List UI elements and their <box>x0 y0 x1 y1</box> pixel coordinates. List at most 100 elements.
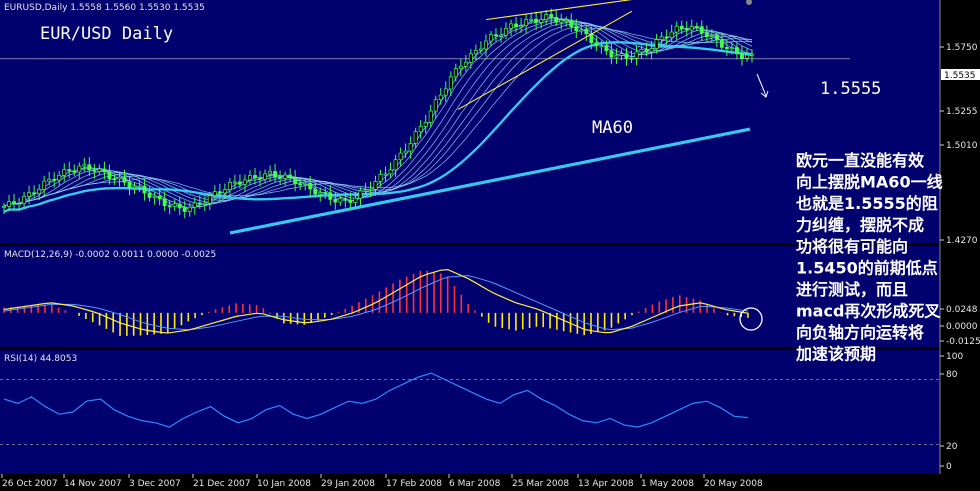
candle-body <box>278 176 283 179</box>
y-tick-label: -0.0125 <box>946 337 980 347</box>
candle-body <box>659 36 664 40</box>
candle-body <box>207 195 212 204</box>
ma60-line <box>3 41 753 214</box>
candle-body <box>67 169 72 172</box>
ma-line <box>3 24 753 207</box>
candle-body <box>343 198 348 201</box>
candle-body <box>353 197 358 203</box>
note-line: 向上摆脱MA60一线 <box>796 173 943 192</box>
x-tick-label: 10 Jan 2008 <box>257 479 311 489</box>
price-tag-text: 1.5535 <box>944 71 976 81</box>
candle-body <box>554 16 559 23</box>
level-label: 1.5555 <box>820 79 881 99</box>
candle-body <box>62 169 67 176</box>
macd-panel[interactable] <box>0 246 940 347</box>
candle-body <box>750 53 754 56</box>
crossover-circle <box>739 307 763 331</box>
note-line: 欧元一直没能有效 <box>796 151 924 170</box>
x-tick-label: 17 Feb 2008 <box>386 479 442 489</box>
candle-body <box>644 48 649 53</box>
candle-body <box>684 28 689 31</box>
candle-body <box>283 174 288 179</box>
price-header: EURUSD,Daily 1.5558 1.5560 1.5530 1.5535 <box>4 3 205 13</box>
candle-body <box>328 192 333 200</box>
candle-body <box>709 35 714 37</box>
candle-body <box>323 192 328 195</box>
candle-body <box>569 19 574 27</box>
candle-body <box>132 185 137 189</box>
candle-body <box>152 195 157 198</box>
chart-title: EUR/USD Daily <box>40 24 173 44</box>
candle-body <box>17 203 22 206</box>
y-tick-label: 100 <box>946 352 963 362</box>
candle-body <box>212 191 217 196</box>
candle-body <box>634 51 639 59</box>
candle-body <box>77 165 82 173</box>
support-trendline <box>457 10 633 110</box>
time-axis <box>0 474 940 491</box>
candle-body <box>669 31 674 38</box>
x-tick-label: 3 Dec 2007 <box>129 479 181 489</box>
candle-body <box>82 164 87 167</box>
candle-body <box>12 201 16 205</box>
candle-body <box>197 202 202 205</box>
candles <box>2 8 754 219</box>
candle-body <box>529 18 534 21</box>
candle-body <box>539 19 544 23</box>
candle-body <box>37 189 42 194</box>
candle-body <box>217 191 222 194</box>
price-axis: 1.5750 1.5255 1.5010 1.4270 0.0248 0.0000 -0.0… <box>940 43 980 472</box>
candle-body <box>468 53 473 63</box>
candle-body <box>303 182 308 185</box>
candle-body <box>222 189 227 194</box>
candle-body <box>403 150 408 154</box>
candle-body <box>157 195 162 200</box>
candle-body <box>122 176 127 183</box>
candle-body <box>724 47 729 49</box>
trendlines <box>457 0 633 110</box>
candle-body <box>694 26 699 28</box>
candle-body <box>127 181 132 189</box>
candle-body <box>142 185 147 194</box>
candle-body <box>147 192 152 198</box>
candle-body <box>699 26 704 34</box>
candle-body <box>172 203 177 207</box>
candle-body <box>348 199 353 203</box>
candle-body <box>654 39 659 49</box>
candle-body <box>313 188 318 195</box>
candle-body <box>534 18 539 23</box>
candle-body <box>609 50 614 58</box>
scroll-marker-icon[interactable] <box>746 0 752 5</box>
candle-body <box>398 152 403 161</box>
candle-body <box>318 192 323 195</box>
candle-body <box>32 192 37 195</box>
candle-body <box>745 54 749 59</box>
candle-body <box>72 170 77 173</box>
candle-body <box>112 178 117 181</box>
y-tick-label: 20 <box>946 442 958 452</box>
candle-body <box>383 173 388 176</box>
candle-body <box>559 19 564 23</box>
candle-body <box>458 65 463 70</box>
candle-body <box>408 143 413 152</box>
rsi-panel[interactable] <box>0 350 940 473</box>
note-line: 1.5450的前期低点 <box>796 259 938 278</box>
rsi-plot <box>3 372 749 428</box>
candle-body <box>624 53 629 59</box>
candle-body <box>243 179 247 185</box>
candle-body <box>182 207 187 212</box>
candle-body <box>483 40 488 50</box>
candle-body <box>258 177 262 180</box>
y-tick-label: 1.4270 <box>946 236 978 246</box>
candle-body <box>187 206 192 212</box>
note-line: 加速该预期 <box>795 345 876 364</box>
candle-body <box>97 168 102 172</box>
candle-body <box>2 205 6 208</box>
y-tick-label: 1.5010 <box>946 141 978 151</box>
ma-line <box>3 27 753 207</box>
candle-body <box>614 55 619 58</box>
candle-body <box>549 14 554 18</box>
candle-body <box>649 48 654 53</box>
